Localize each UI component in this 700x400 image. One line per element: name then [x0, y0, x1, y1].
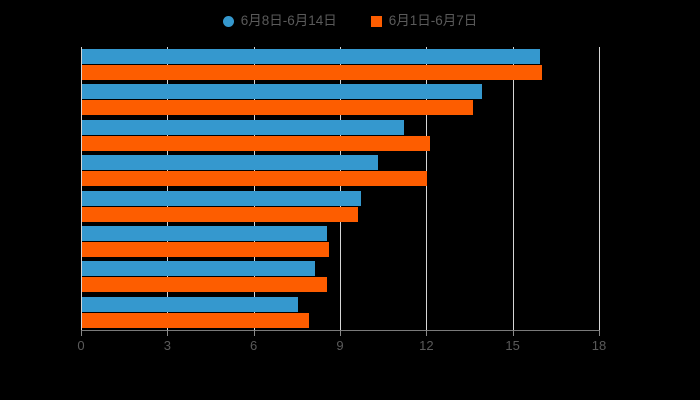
gridline [340, 47, 341, 330]
bar-series-0[interactable] [82, 296, 298, 312]
bar-series-1[interactable] [82, 206, 359, 222]
bar-row: 其他 [81, 224, 599, 259]
legend-label-series-0: 6月8日-6月14日 [240, 13, 337, 29]
x-axis-tickmark [167, 330, 169, 336]
bar-series-1[interactable] [82, 171, 428, 187]
bar-row: 中国 [81, 259, 599, 294]
x-axis-tick-label: 0 [77, 338, 85, 353]
chart-legend: 6月8日-6月14日 6月1日-6月7日 [0, 8, 700, 34]
legend-swatch-circle-icon [222, 15, 234, 27]
gridline [599, 47, 600, 330]
bar-series-1[interactable] [82, 100, 474, 116]
bar-series-1[interactable] [82, 312, 310, 328]
gridline [512, 47, 514, 330]
bar-row: 日本 [81, 295, 599, 330]
bar-series-0[interactable] [82, 119, 405, 135]
bar-row: 德国 [81, 47, 599, 82]
gridline [426, 47, 428, 330]
legend-swatch-square-icon [370, 15, 382, 27]
legend-item-series-1[interactable]: 6月1日-6月7日 [370, 13, 478, 29]
bar-series-0[interactable] [82, 84, 482, 100]
bar-series-0[interactable] [82, 190, 362, 206]
bar-series-0[interactable] [82, 225, 327, 241]
legend-label-series-1: 6月1日-6月7日 [388, 13, 478, 29]
x-axis-tickmark [81, 330, 82, 336]
x-axis-tick-label: 6 [250, 338, 258, 353]
bar-row: 美国 [81, 82, 599, 117]
bar-series-1[interactable] [82, 65, 543, 80]
bar-series-0[interactable] [82, 49, 540, 64]
gridline [253, 47, 255, 330]
bar-row: 法国 [81, 189, 599, 224]
bar-series-1[interactable] [82, 277, 327, 293]
x-axis-tick-label: 9 [336, 338, 344, 353]
bar-series-0[interactable] [82, 155, 379, 171]
plot-area: 0 3 6 9 12 15 18 德国美国英国韩国法国其他中国日本 [77, 47, 606, 353]
x-axis-tick-label: 15 [505, 338, 520, 353]
bar-series-1[interactable] [82, 241, 330, 257]
x-axis-tick-label: 3 [163, 338, 171, 353]
gridline [167, 47, 169, 330]
bar-series-0[interactable] [82, 261, 316, 277]
bar-row: 英国 [81, 118, 599, 153]
x-axis-tickmark [426, 330, 428, 336]
x-axis-tickmark [340, 330, 341, 336]
x-axis-tickmark [512, 330, 514, 336]
x-axis-tick-label: 18 [591, 338, 607, 353]
x-axis-tickmark [253, 330, 255, 336]
y-axis-line [81, 47, 82, 330]
legend-item-series-0[interactable]: 6月8日-6月14日 [222, 13, 337, 29]
x-axis-tickmark [599, 330, 600, 336]
bar-series-1[interactable] [82, 135, 431, 151]
bar-row: 韩国 [81, 153, 599, 188]
x-axis-tick-label: 12 [419, 338, 434, 353]
